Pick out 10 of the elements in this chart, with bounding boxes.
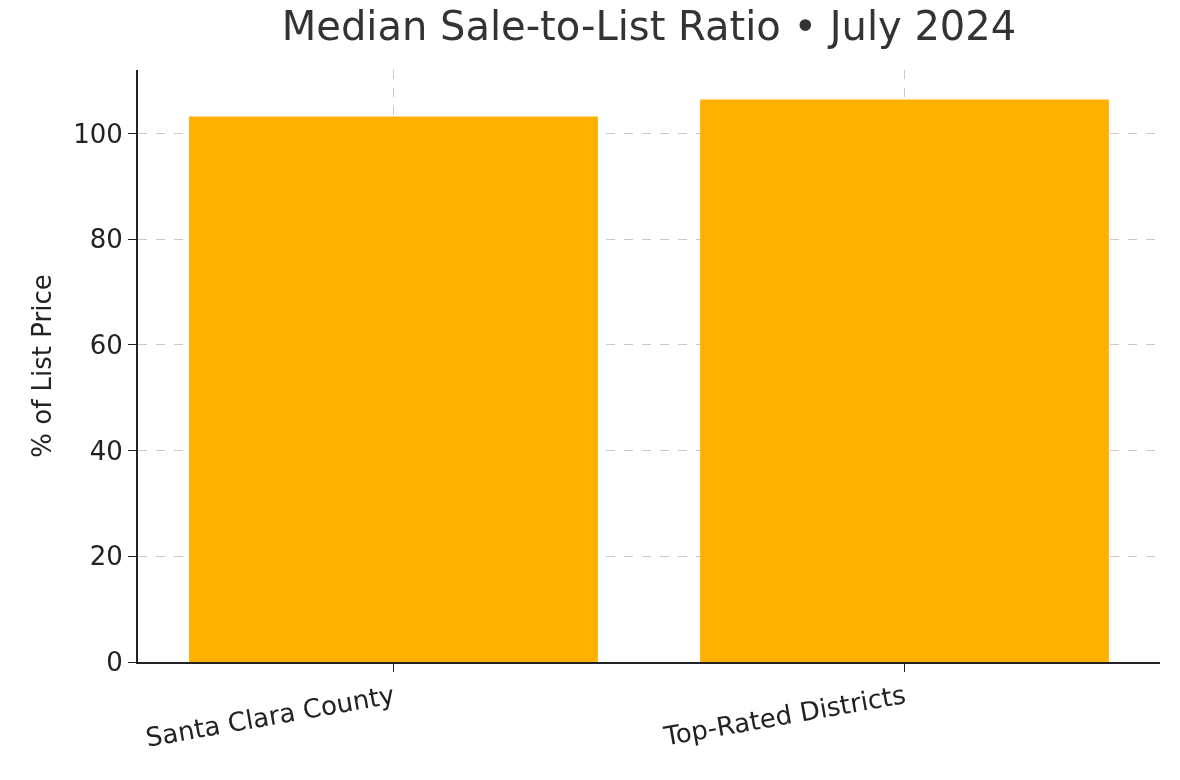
y-tick-label: 80 — [89, 224, 123, 255]
x-tick-label: Santa Clara County — [143, 679, 397, 753]
x-tick-label: Top-Rated Districts — [660, 679, 908, 752]
y-tick-label: 0 — [106, 647, 123, 678]
y-tick-label: 20 — [89, 541, 123, 572]
y-tick-label: 40 — [89, 435, 123, 466]
y-axis-title: % of List Price — [27, 274, 58, 458]
chart-title: Median Sale-to-List Ratio • July 2024 — [281, 2, 1017, 49]
y-tick-label: 100 — [73, 118, 123, 149]
y-tick-label: 60 — [89, 329, 123, 360]
